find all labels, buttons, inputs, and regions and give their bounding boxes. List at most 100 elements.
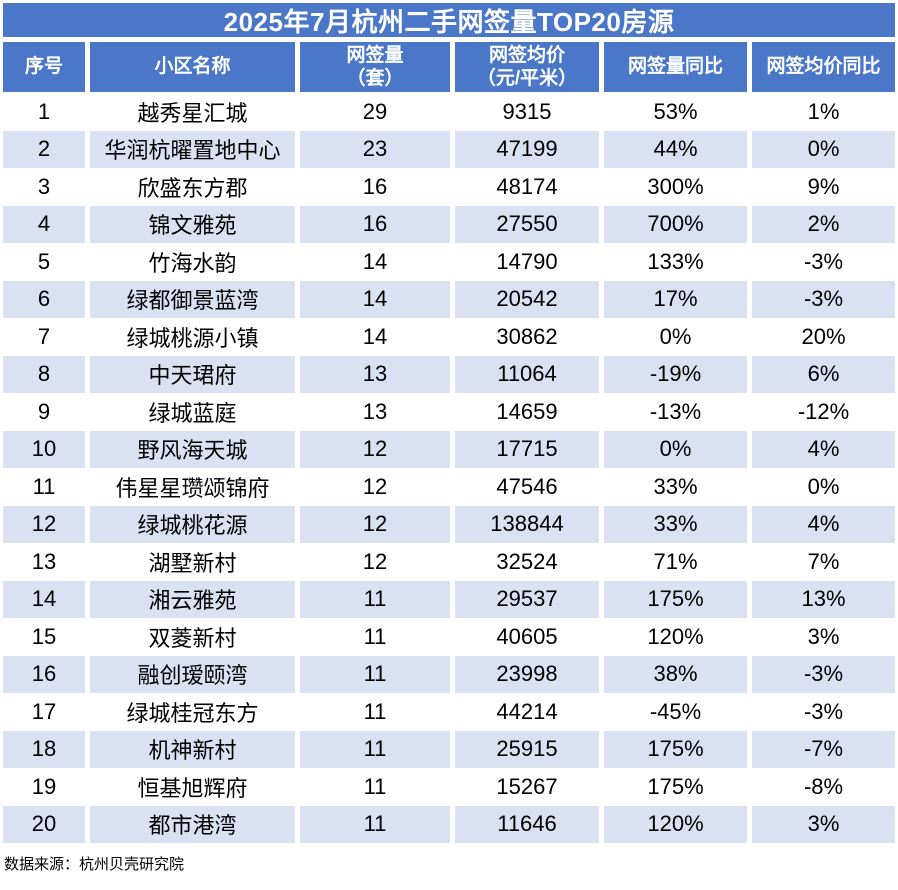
header-volume-line1: 网签量 xyxy=(346,44,404,66)
price-yoy-cell: -3% xyxy=(752,693,895,731)
avg-price-cell: 27550 xyxy=(455,205,599,243)
community-name-cell: 越秀星汇城 xyxy=(90,93,295,131)
volume-cell: 12 xyxy=(300,468,450,506)
avg-price-cell: 14659 xyxy=(455,393,599,431)
table-row: 2 华润杭曜置地中心 23 47199 44% 0% xyxy=(3,130,895,168)
price-yoy-cell: -3% xyxy=(752,655,895,693)
avg-price-cell: 30862 xyxy=(455,318,599,356)
header-volume-line2: （套） xyxy=(346,68,404,89)
table-row: 6 绿都御景蓝湾 14 20542 17% -3% xyxy=(3,280,895,318)
community-name-cell: 绿都御景蓝湾 xyxy=(90,280,295,318)
rank-cell: 4 xyxy=(3,205,85,243)
table-row: 9 绿城蓝庭 13 14659 -13% -12% xyxy=(3,393,895,431)
volume-yoy-cell: -19% xyxy=(604,355,747,393)
header-volume: 网签量 （套） xyxy=(300,42,450,92)
header-avg-price-line1: 网签均价 xyxy=(488,44,565,66)
volume-yoy-cell: 175% xyxy=(604,768,747,806)
volume-cell: 12 xyxy=(300,505,450,543)
volume-cell: 14 xyxy=(300,318,450,356)
table-row: 13 湖墅新村 12 32524 71% 7% xyxy=(3,543,895,581)
rank-cell: 5 xyxy=(3,243,85,281)
community-name-cell: 华润杭曜置地中心 xyxy=(90,130,295,168)
rank-cell: 1 xyxy=(3,93,85,131)
volume-yoy-cell: -13% xyxy=(604,393,747,431)
volume-cell: 23 xyxy=(300,130,450,168)
table-row: 20 都市港湾 11 11646 120% 3% xyxy=(3,805,895,843)
rank-cell: 11 xyxy=(3,468,85,506)
community-name-cell: 欣盛东方郡 xyxy=(90,168,295,206)
rank-cell: 14 xyxy=(3,580,85,618)
volume-yoy-cell: -45% xyxy=(604,693,747,731)
price-yoy-cell: 4% xyxy=(752,430,895,468)
rank-cell: 16 xyxy=(3,655,85,693)
rank-cell: 8 xyxy=(3,355,85,393)
table-row: 1 越秀星汇城 29 9315 53% 1% xyxy=(3,93,895,131)
volume-yoy-cell: 120% xyxy=(604,805,747,843)
community-name-cell: 恒基旭辉府 xyxy=(90,768,295,806)
community-name-cell: 绿城桂冠东方 xyxy=(90,693,295,731)
header-community-name: 小区名称 xyxy=(90,42,295,92)
volume-cell: 29 xyxy=(300,93,450,131)
table-row: 8 中天珺府 13 11064 -19% 6% xyxy=(3,355,895,393)
price-yoy-cell: 3% xyxy=(752,618,895,656)
volume-cell: 11 xyxy=(300,730,450,768)
avg-price-cell: 44214 xyxy=(455,693,599,731)
price-yoy-cell: -3% xyxy=(752,243,895,281)
table-header-row: 序号 小区名称 网签量 （套） 网签均价 （元/平米） 网签量同比 网签均价同比 xyxy=(3,42,895,92)
table-row: 12 绿城桃花源 12 138844 33% 4% xyxy=(3,505,895,543)
header-avg-price: 网签均价 （元/平米） xyxy=(455,42,599,92)
header-rank-label: 序号 xyxy=(24,56,63,78)
table-row: 14 湘云雅苑 11 29537 175% 13% xyxy=(3,580,895,618)
table-row: 16 融创瑷颐湾 11 23998 38% -3% xyxy=(3,655,895,693)
avg-price-cell: 47546 xyxy=(455,468,599,506)
volume-cell: 13 xyxy=(300,355,450,393)
volume-yoy-cell: 53% xyxy=(604,93,747,131)
header-price-yoy: 网签均价同比 xyxy=(752,42,895,92)
table-row: 18 机神新村 11 25915 175% -7% xyxy=(3,730,895,768)
community-name-cell: 双菱新村 xyxy=(90,618,295,656)
rank-cell: 13 xyxy=(3,543,85,581)
rank-cell: 9 xyxy=(3,393,85,431)
table-body: 1 越秀星汇城 29 9315 53% 1% 2 华润杭曜置地中心 23 47199 44% 0% 3 欣… xyxy=(3,93,895,843)
community-name-cell: 竹海水韵 xyxy=(90,243,295,281)
rank-cell: 6 xyxy=(3,280,85,318)
rank-cell: 10 xyxy=(3,430,85,468)
volume-yoy-cell: 120% xyxy=(604,618,747,656)
rank-cell: 20 xyxy=(3,805,85,843)
avg-price-cell: 29537 xyxy=(455,580,599,618)
avg-price-cell: 14790 xyxy=(455,243,599,281)
volume-yoy-cell: 175% xyxy=(604,730,747,768)
community-name-cell: 绿城桃花源 xyxy=(90,505,295,543)
volume-yoy-cell: 133% xyxy=(604,243,747,281)
volume-cell: 16 xyxy=(300,205,450,243)
table-row: 10 野风海天城 12 17715 0% 4% xyxy=(3,430,895,468)
volume-cell: 16 xyxy=(300,168,450,206)
rank-cell: 18 xyxy=(3,730,85,768)
header-rank: 序号 xyxy=(3,42,85,92)
volume-cell: 11 xyxy=(300,618,450,656)
volume-yoy-cell: 0% xyxy=(604,318,747,356)
rank-cell: 2 xyxy=(3,130,85,168)
table-title: 2025年7月杭州二手网签量TOP20房源 xyxy=(3,3,895,37)
volume-yoy-cell: 17% xyxy=(604,280,747,318)
ranking-table: 2025年7月杭州二手网签量TOP20房源 序号 小区名称 网签量 （套） 网签… xyxy=(3,3,895,874)
price-yoy-cell: 9% xyxy=(752,168,895,206)
price-yoy-cell: 4% xyxy=(752,505,895,543)
avg-price-cell: 11064 xyxy=(455,355,599,393)
volume-cell: 12 xyxy=(300,543,450,581)
avg-price-cell: 32524 xyxy=(455,543,599,581)
community-name-cell: 湘云雅苑 xyxy=(90,580,295,618)
price-yoy-cell: -7% xyxy=(752,730,895,768)
community-name-cell: 伟星星瓒颂锦府 xyxy=(90,468,295,506)
price-yoy-cell: -3% xyxy=(752,280,895,318)
volume-cell: 14 xyxy=(300,243,450,281)
community-name-cell: 融创瑷颐湾 xyxy=(90,655,295,693)
community-name-cell: 机神新村 xyxy=(90,730,295,768)
rank-cell: 15 xyxy=(3,618,85,656)
volume-yoy-cell: 700% xyxy=(604,205,747,243)
volume-yoy-cell: 71% xyxy=(604,543,747,581)
volume-yoy-cell: 0% xyxy=(604,430,747,468)
header-community-name-label: 小区名称 xyxy=(154,56,231,78)
avg-price-cell: 40605 xyxy=(455,618,599,656)
price-yoy-cell: 1% xyxy=(752,93,895,131)
